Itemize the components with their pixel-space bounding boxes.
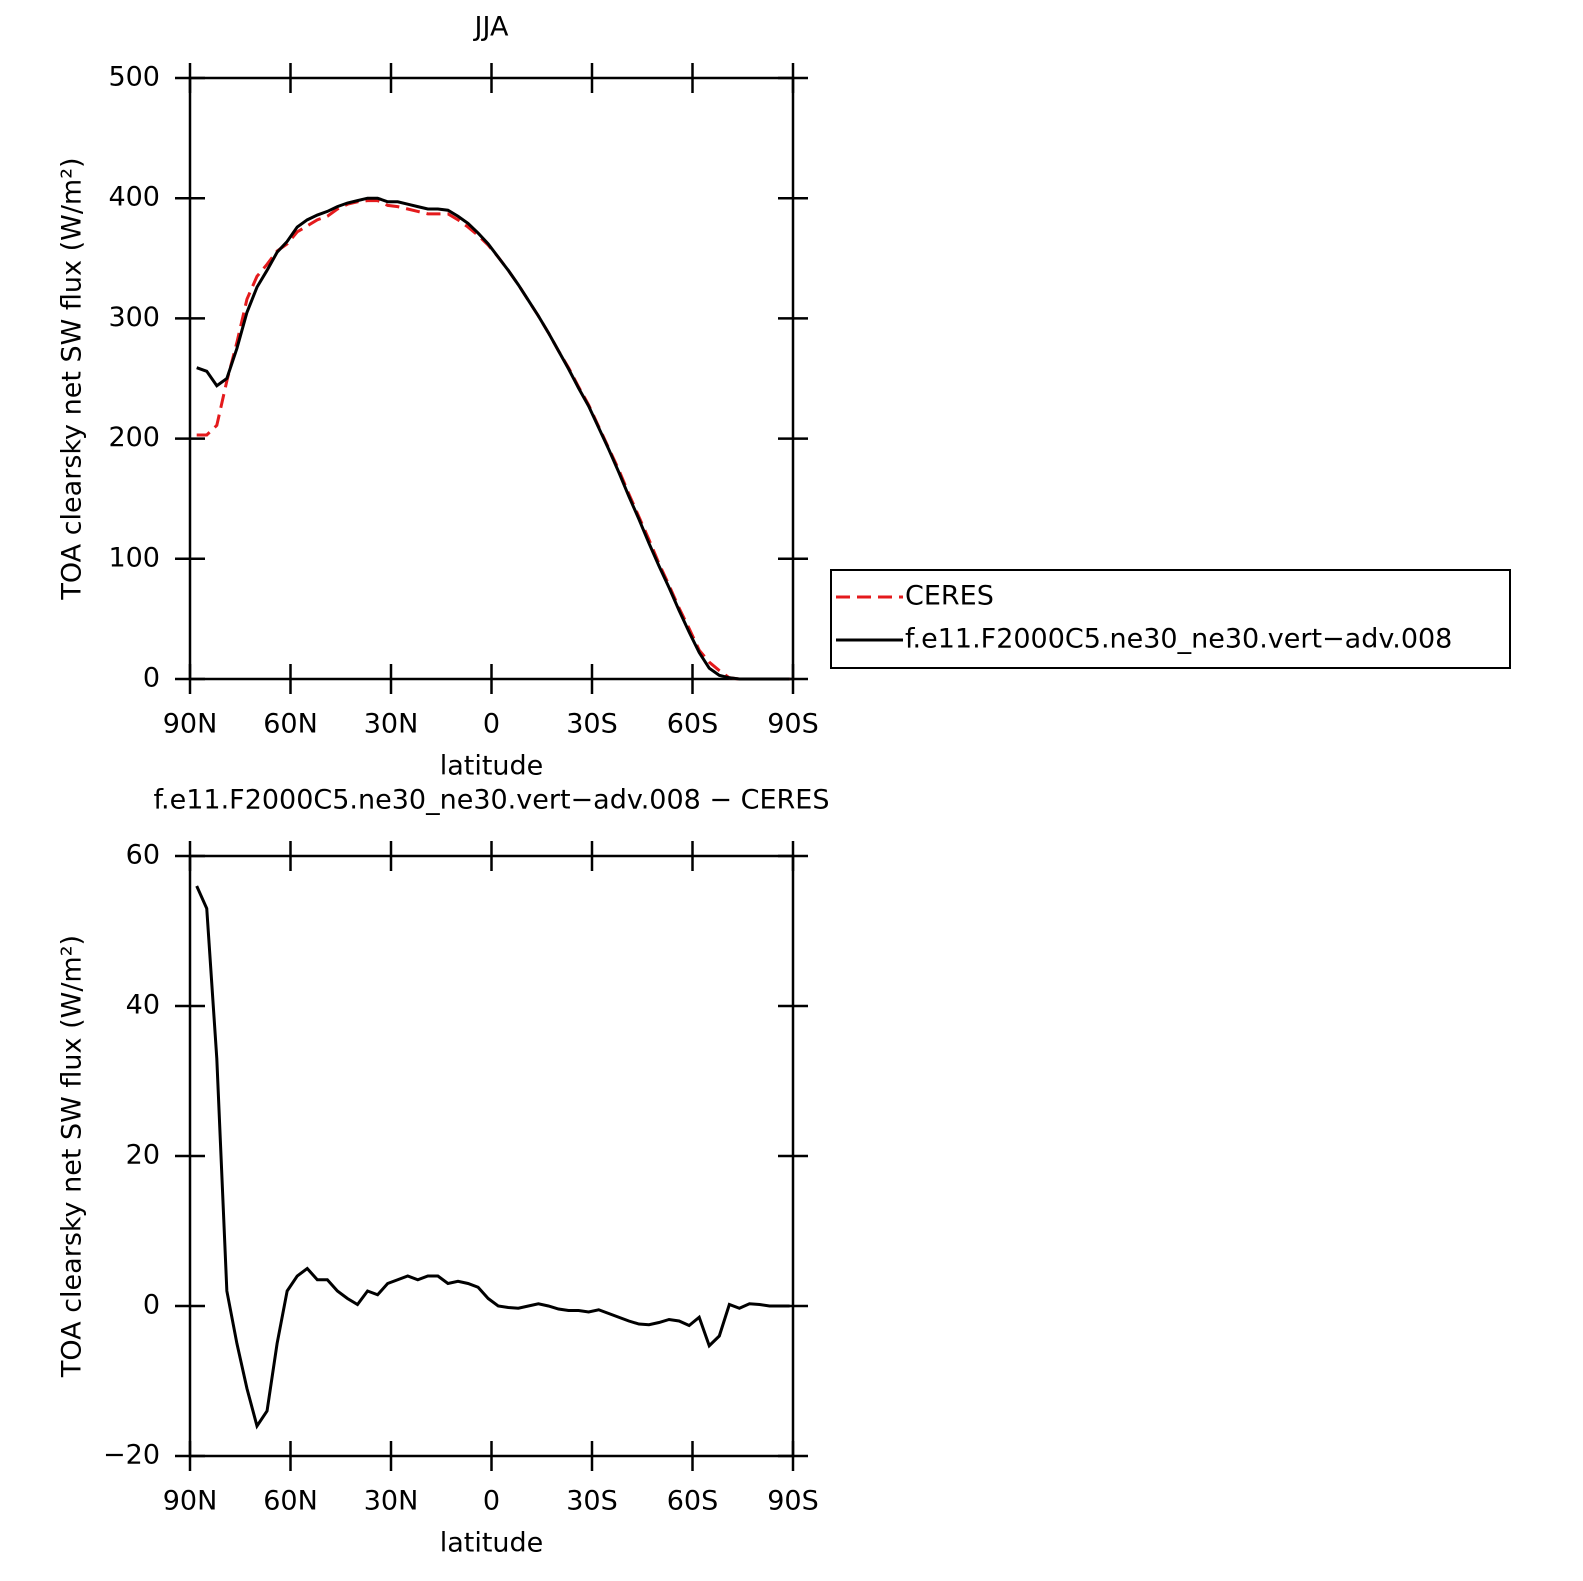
legend-box xyxy=(830,569,1511,669)
y-tick-label: −20 xyxy=(103,1440,160,1471)
legend-label: CERES xyxy=(905,581,994,612)
x-tick-label: 30S xyxy=(566,1486,618,1517)
y-tick-label: 500 xyxy=(108,62,160,93)
x-tick-label: 30S xyxy=(566,709,618,740)
x-axis-label: latitude xyxy=(440,751,544,782)
x-tick-label: 0 xyxy=(483,1486,500,1517)
y-tick-label: 200 xyxy=(108,422,160,453)
plot-frame xyxy=(188,854,795,1458)
y-tick-label: 400 xyxy=(108,182,160,213)
y-tick-label: 0 xyxy=(143,663,160,694)
x-tick-label: 30N xyxy=(364,709,419,740)
x-tick-label: 90N xyxy=(163,1486,218,1517)
x-tick-label: 30N xyxy=(364,1486,419,1517)
x-tick-label: 60N xyxy=(263,1486,318,1517)
y-tick-label: 20 xyxy=(126,1140,160,1171)
y-tick-label: 40 xyxy=(126,990,160,1021)
x-tick-label: 90N xyxy=(163,709,218,740)
y-axis-label: TOA clearsky net SW flux (W/m²) xyxy=(57,157,88,600)
chart-title: JJA xyxy=(473,12,509,43)
data-line xyxy=(196,199,790,681)
data-line xyxy=(195,885,790,1430)
chart-title: f.e11.F2000C5.ne30_ne30.vert−adv.008 − C… xyxy=(153,785,829,816)
legend-label: f.e11.F2000C5.ne30_ne30.vert−adv.008 xyxy=(905,624,1452,655)
x-tick-label: 90S xyxy=(767,1486,819,1517)
x-tick-label: 60N xyxy=(263,709,318,740)
y-tick-label: 60 xyxy=(126,840,160,871)
y-tick-label: 100 xyxy=(108,542,160,573)
x-axis-label: latitude xyxy=(440,1528,544,1559)
plot-frame xyxy=(188,76,795,681)
x-tick-label: 60S xyxy=(667,1486,719,1517)
y-axis-label: TOA clearsky net SW flux (W/m²) xyxy=(57,935,88,1378)
x-tick-label: 0 xyxy=(483,709,500,740)
x-tick-label: 60S xyxy=(667,709,719,740)
data-line xyxy=(196,196,790,681)
y-tick-label: 300 xyxy=(108,302,160,333)
x-tick-label: 90S xyxy=(767,709,819,740)
y-tick-label: 0 xyxy=(143,1290,160,1321)
